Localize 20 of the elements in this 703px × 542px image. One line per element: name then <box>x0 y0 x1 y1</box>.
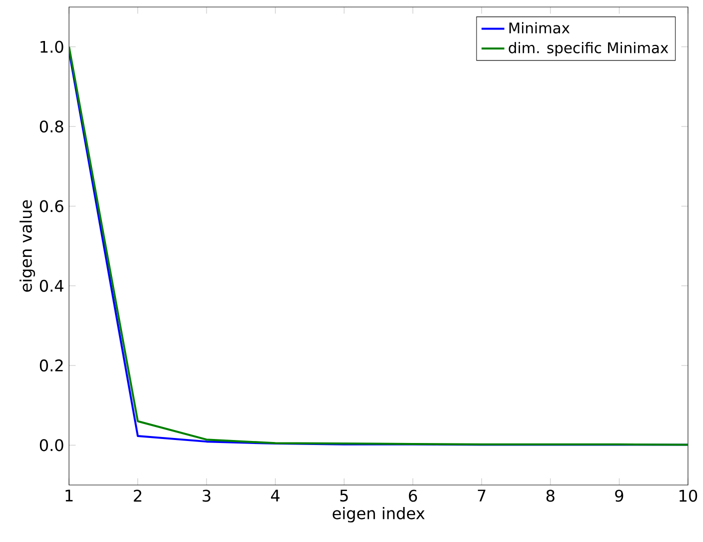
x-tick-label: 8 <box>546 490 554 502</box>
x-tick-label: 1 <box>66 490 73 502</box>
x-tick-label: 3 <box>202 490 210 502</box>
legend-label: dim. specific Minimax <box>508 42 668 56</box>
y-tick-label: 0.8 <box>40 120 64 133</box>
y-tick-label: 1.0 <box>40 40 64 53</box>
x-axis-title: eigen index <box>332 506 425 522</box>
y-tick-label: 0.6 <box>40 200 64 212</box>
y-tick-label: 0.4 <box>40 280 64 292</box>
x-tick-label: 6 <box>408 490 417 502</box>
x-tick-label: 7 <box>478 490 486 502</box>
x-tick-label: 4 <box>271 490 280 502</box>
y-tick-label: 0.2 <box>40 359 63 372</box>
x-tick-label: 2 <box>134 490 142 502</box>
y-tick-label: 0.0 <box>40 439 64 452</box>
x-tick-label: 10 <box>680 490 698 502</box>
y-axis-title: eigen value <box>20 200 36 292</box>
x-tick-label: 5 <box>340 490 348 502</box>
x-tick-label: 9 <box>615 490 624 502</box>
legend-label: Minimax <box>509 22 570 34</box>
